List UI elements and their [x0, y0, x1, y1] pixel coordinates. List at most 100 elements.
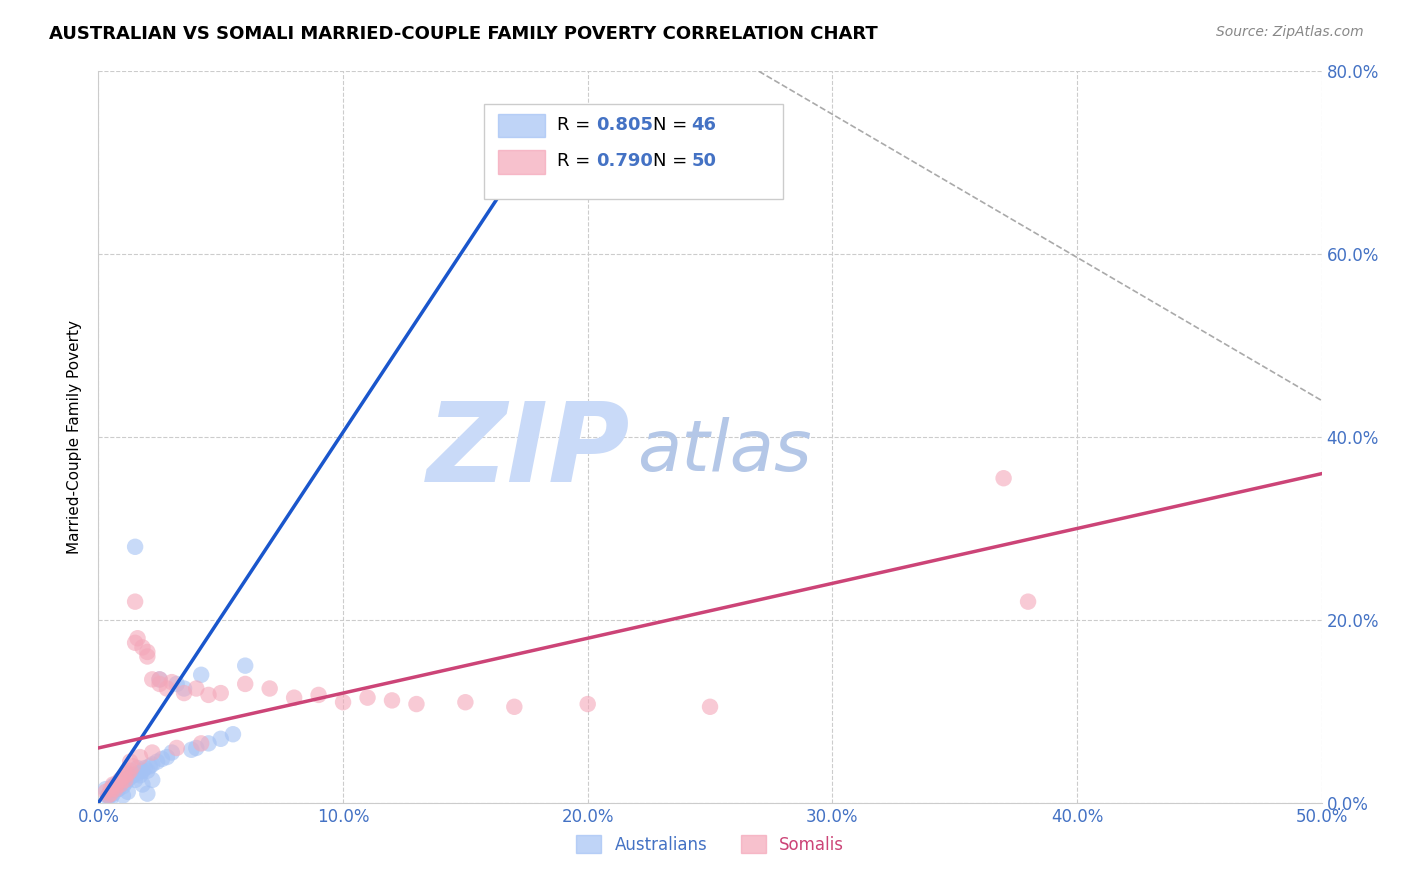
Point — [136, 764, 159, 778]
Point — [308, 688, 330, 702]
Point — [127, 766, 149, 780]
Point — [117, 772, 139, 787]
Point — [173, 686, 195, 700]
Point — [97, 789, 120, 803]
Bar — [498, 114, 546, 137]
Text: 46: 46 — [692, 116, 717, 134]
Point — [97, 790, 120, 805]
Point — [180, 743, 202, 757]
Point — [146, 755, 169, 769]
Point — [117, 785, 139, 799]
Point — [120, 764, 142, 778]
Point — [503, 699, 526, 714]
Text: 0.805: 0.805 — [596, 116, 654, 134]
Point — [104, 778, 127, 792]
Point — [136, 645, 159, 659]
Point — [111, 789, 134, 803]
Point — [186, 740, 208, 755]
Point — [173, 681, 195, 696]
Point — [139, 759, 162, 773]
Point — [94, 782, 117, 797]
Point — [405, 697, 427, 711]
Point — [222, 727, 245, 741]
Text: N =: N = — [652, 153, 693, 170]
Point — [101, 778, 124, 792]
Point — [101, 787, 124, 801]
Point — [111, 770, 134, 784]
Point — [114, 772, 136, 787]
Point — [120, 770, 142, 784]
Point — [110, 772, 132, 787]
Point — [129, 768, 152, 782]
Point — [100, 782, 122, 797]
Point — [134, 761, 156, 775]
Text: Source: ZipAtlas.com: Source: ZipAtlas.com — [1216, 25, 1364, 39]
Point — [381, 693, 404, 707]
Point — [166, 740, 188, 755]
Point — [259, 681, 281, 696]
Point — [111, 780, 134, 794]
Point — [124, 636, 146, 650]
Point — [131, 764, 153, 778]
Point — [94, 785, 117, 799]
Point — [516, 165, 538, 179]
Point — [454, 695, 477, 709]
Point — [107, 782, 129, 797]
Point — [190, 736, 212, 750]
Point — [127, 761, 149, 775]
Point — [120, 755, 142, 769]
Point — [150, 752, 173, 766]
Text: ZIP: ZIP — [427, 398, 630, 505]
Text: N =: N = — [652, 116, 693, 134]
Point — [104, 782, 127, 797]
Point — [209, 731, 232, 746]
Point — [160, 675, 183, 690]
Point — [107, 775, 129, 789]
Point — [699, 699, 721, 714]
Point — [110, 778, 132, 792]
Point — [121, 768, 143, 782]
Point — [141, 746, 163, 760]
Point — [121, 759, 143, 773]
Point — [104, 780, 127, 794]
Point — [127, 632, 149, 646]
Point — [156, 681, 179, 696]
Point — [166, 677, 188, 691]
Point — [117, 766, 139, 780]
Point — [149, 673, 172, 687]
Y-axis label: Married-Couple Family Poverty: Married-Couple Family Poverty — [67, 320, 83, 554]
Point — [209, 686, 232, 700]
Point — [149, 673, 172, 687]
Point — [124, 540, 146, 554]
Point — [100, 791, 122, 805]
Point — [129, 750, 152, 764]
Text: AUSTRALIAN VS SOMALI MARRIED-COUPLE FAMILY POVERTY CORRELATION CHART: AUSTRALIAN VS SOMALI MARRIED-COUPLE FAMI… — [49, 25, 877, 43]
Point — [101, 780, 124, 794]
Point — [136, 649, 159, 664]
Point — [356, 690, 378, 705]
Point — [107, 782, 129, 797]
Point — [141, 673, 163, 687]
Point — [100, 787, 122, 801]
FancyBboxPatch shape — [484, 104, 783, 200]
Point — [141, 757, 163, 772]
Point — [190, 667, 212, 681]
Point — [114, 775, 136, 789]
Point — [1017, 594, 1039, 608]
Point — [576, 697, 599, 711]
Text: R =: R = — [557, 153, 596, 170]
Point — [141, 772, 163, 787]
Point — [233, 658, 256, 673]
Point — [100, 785, 122, 799]
Text: 50: 50 — [692, 153, 717, 170]
Point — [332, 695, 354, 709]
Point — [160, 746, 183, 760]
Point — [124, 594, 146, 608]
Point — [131, 640, 153, 655]
Point — [136, 787, 159, 801]
Point — [233, 677, 256, 691]
Point — [114, 768, 136, 782]
Text: atlas: atlas — [637, 417, 811, 486]
Text: R =: R = — [557, 116, 596, 134]
Text: 0.790: 0.790 — [596, 153, 654, 170]
